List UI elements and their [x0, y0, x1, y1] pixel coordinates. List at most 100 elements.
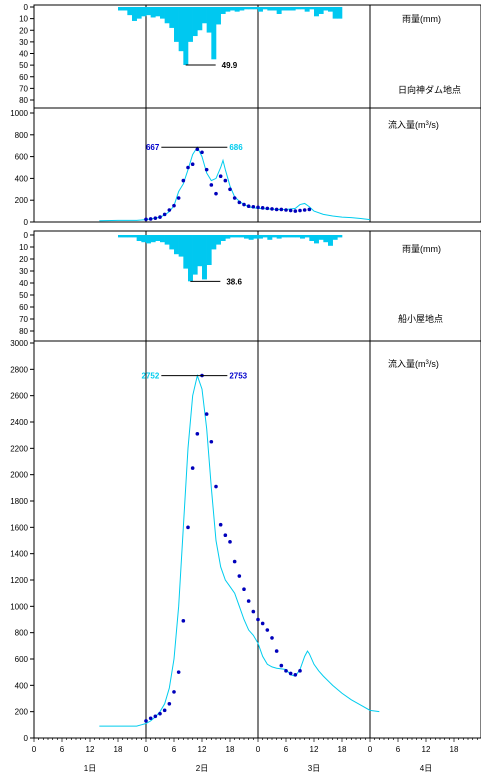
- panel4-ytick-label: 2600: [10, 392, 28, 401]
- panel1-ytick-label: 30: [19, 38, 28, 47]
- panel1-ytick-label: 60: [19, 73, 28, 82]
- panel4-observed-point: [279, 663, 284, 668]
- panel3-rain-bar: [276, 235, 282, 239]
- x-day-label: 4日: [420, 764, 432, 773]
- panel1-rain-bar: [178, 7, 184, 52]
- panel4-observed-point: [251, 609, 256, 614]
- panel4-ytick-label: 3000: [10, 339, 28, 348]
- panel2-observed-point: [144, 217, 148, 222]
- panel3-rain-bar: [150, 235, 156, 243]
- panel4-observed-point: [214, 484, 218, 489]
- panel1-rain-bar: [290, 7, 296, 11]
- panel1-rain-bar: [295, 7, 301, 10]
- panel3-rain-bar: [337, 235, 343, 238]
- panel4-observed-point: [288, 671, 293, 676]
- panel3-rain-bar: [318, 235, 324, 240]
- panel3-ytick-label: 30: [19, 267, 28, 276]
- panel2-observed-point: [214, 191, 218, 196]
- panel1-rain-bar: [258, 7, 263, 12]
- panel1-ytick-label: 10: [19, 15, 28, 24]
- panel4-ylabel: 流入量(m3/s): [388, 358, 439, 369]
- panel2-ytick-label: 600: [15, 153, 29, 162]
- x-tick-label: 0: [32, 745, 37, 754]
- panel1-rain-bar: [188, 7, 193, 42]
- panel3-rain-bar: [206, 235, 212, 265]
- panel3-rain-bar: [239, 235, 245, 238]
- panel3-ytick-label: 20: [19, 255, 28, 264]
- panel2-observed-point: [246, 204, 251, 208]
- panel2-observed-point: [307, 207, 312, 212]
- panel4-observed-point: [228, 540, 232, 544]
- panel3-ytick-label: 70: [19, 315, 28, 324]
- x-tick-label: 12: [422, 745, 431, 754]
- panel3-rain-bar: [281, 235, 287, 238]
- panel2-ytick-label: 1000: [10, 109, 28, 118]
- panel4-observed-point: [256, 617, 260, 622]
- panel4-observed-point: [176, 670, 181, 674]
- panel1-rain-bar: [141, 7, 147, 17]
- panel1-rain-bar: [169, 7, 175, 28]
- panel1-rain-bar: [253, 7, 259, 10]
- panel4-observed-point: [167, 701, 172, 706]
- panel2-observed-point: [270, 207, 274, 211]
- panel3-rain-bar: [136, 235, 142, 241]
- panel1-rain-bar: [225, 7, 231, 12]
- panel4-observed-point: [204, 412, 209, 416]
- panel3-rain-bar: [267, 235, 273, 240]
- panel2-observed-point: [195, 147, 200, 152]
- panel2-observed-point: [153, 216, 158, 220]
- panel1-rain-bar: [332, 7, 338, 19]
- panel3-rain-bar: [127, 235, 133, 238]
- panel2-observed-point: [265, 206, 270, 211]
- panel1-ytick-label: 40: [19, 50, 28, 59]
- panel4-ytick-label: 2200: [10, 444, 28, 453]
- panel3-ytick-label: 80: [19, 327, 28, 336]
- panel3-rain-bar: [244, 235, 249, 239]
- panel1-rain-bar: [211, 7, 217, 60]
- panel3-peak-label: 38.6: [226, 277, 242, 286]
- panel4-ytick-label: 1200: [10, 576, 28, 585]
- panel2-observed-point: [228, 187, 232, 192]
- panel3-rain-bar: [295, 235, 301, 238]
- panel3-rain-bar: [197, 235, 203, 267]
- panel4-observed-point: [162, 708, 167, 713]
- panel1-rain-bar: [314, 7, 319, 17]
- panel3-rain-bar: [253, 235, 259, 239]
- x-day-label: 3日: [308, 764, 320, 773]
- panel4-ytick-label: 1400: [10, 550, 28, 559]
- panel1-ytick-label: 70: [19, 84, 28, 93]
- panel4-observed-point: [293, 673, 298, 677]
- panel2-observed-point: [218, 174, 223, 179]
- panel4-ytick-label: 800: [15, 629, 29, 638]
- panel3-rain-bar: [286, 235, 291, 238]
- panel3-rain-bar: [225, 235, 231, 239]
- panel3-rain-bar: [122, 235, 128, 238]
- panel3-rain-bar: [248, 235, 254, 240]
- panel4-observed-point: [195, 432, 200, 436]
- panel3-rain-bar: [211, 235, 217, 250]
- panel4-observed-point: [153, 714, 158, 719]
- panel4-observed-point: [223, 533, 228, 538]
- x-tick-label: 6: [60, 745, 65, 754]
- panel2-ytick-label: 800: [15, 131, 29, 140]
- panel2-observed-point: [279, 207, 284, 212]
- panel2-observed-point: [209, 183, 214, 187]
- panel4-ytick-label: 1600: [10, 523, 28, 532]
- panel4-peak-label-calculated: 2752: [142, 372, 160, 381]
- panel1-title: 日向神ダム地点: [398, 84, 461, 95]
- panel4-calculated-line: [99, 373, 380, 727]
- panel4-observed-point: [158, 711, 162, 716]
- panel3-rain-bar: [262, 235, 268, 238]
- panel4-observed-point: [237, 574, 242, 578]
- panel1-rain-bar: [220, 7, 226, 14]
- x-tick-label: 6: [172, 745, 177, 754]
- panel3-ytick-label: 50: [19, 291, 28, 300]
- panel4-observed-point: [260, 621, 265, 626]
- panel3-rain-bar: [300, 235, 305, 239]
- panel3-rain-bar: [332, 235, 338, 240]
- panel4-observed-point: [284, 669, 288, 673]
- panel4-observed-point: [265, 628, 270, 632]
- panel2-observed-point: [162, 212, 167, 217]
- panel1-rain-bar: [192, 7, 198, 37]
